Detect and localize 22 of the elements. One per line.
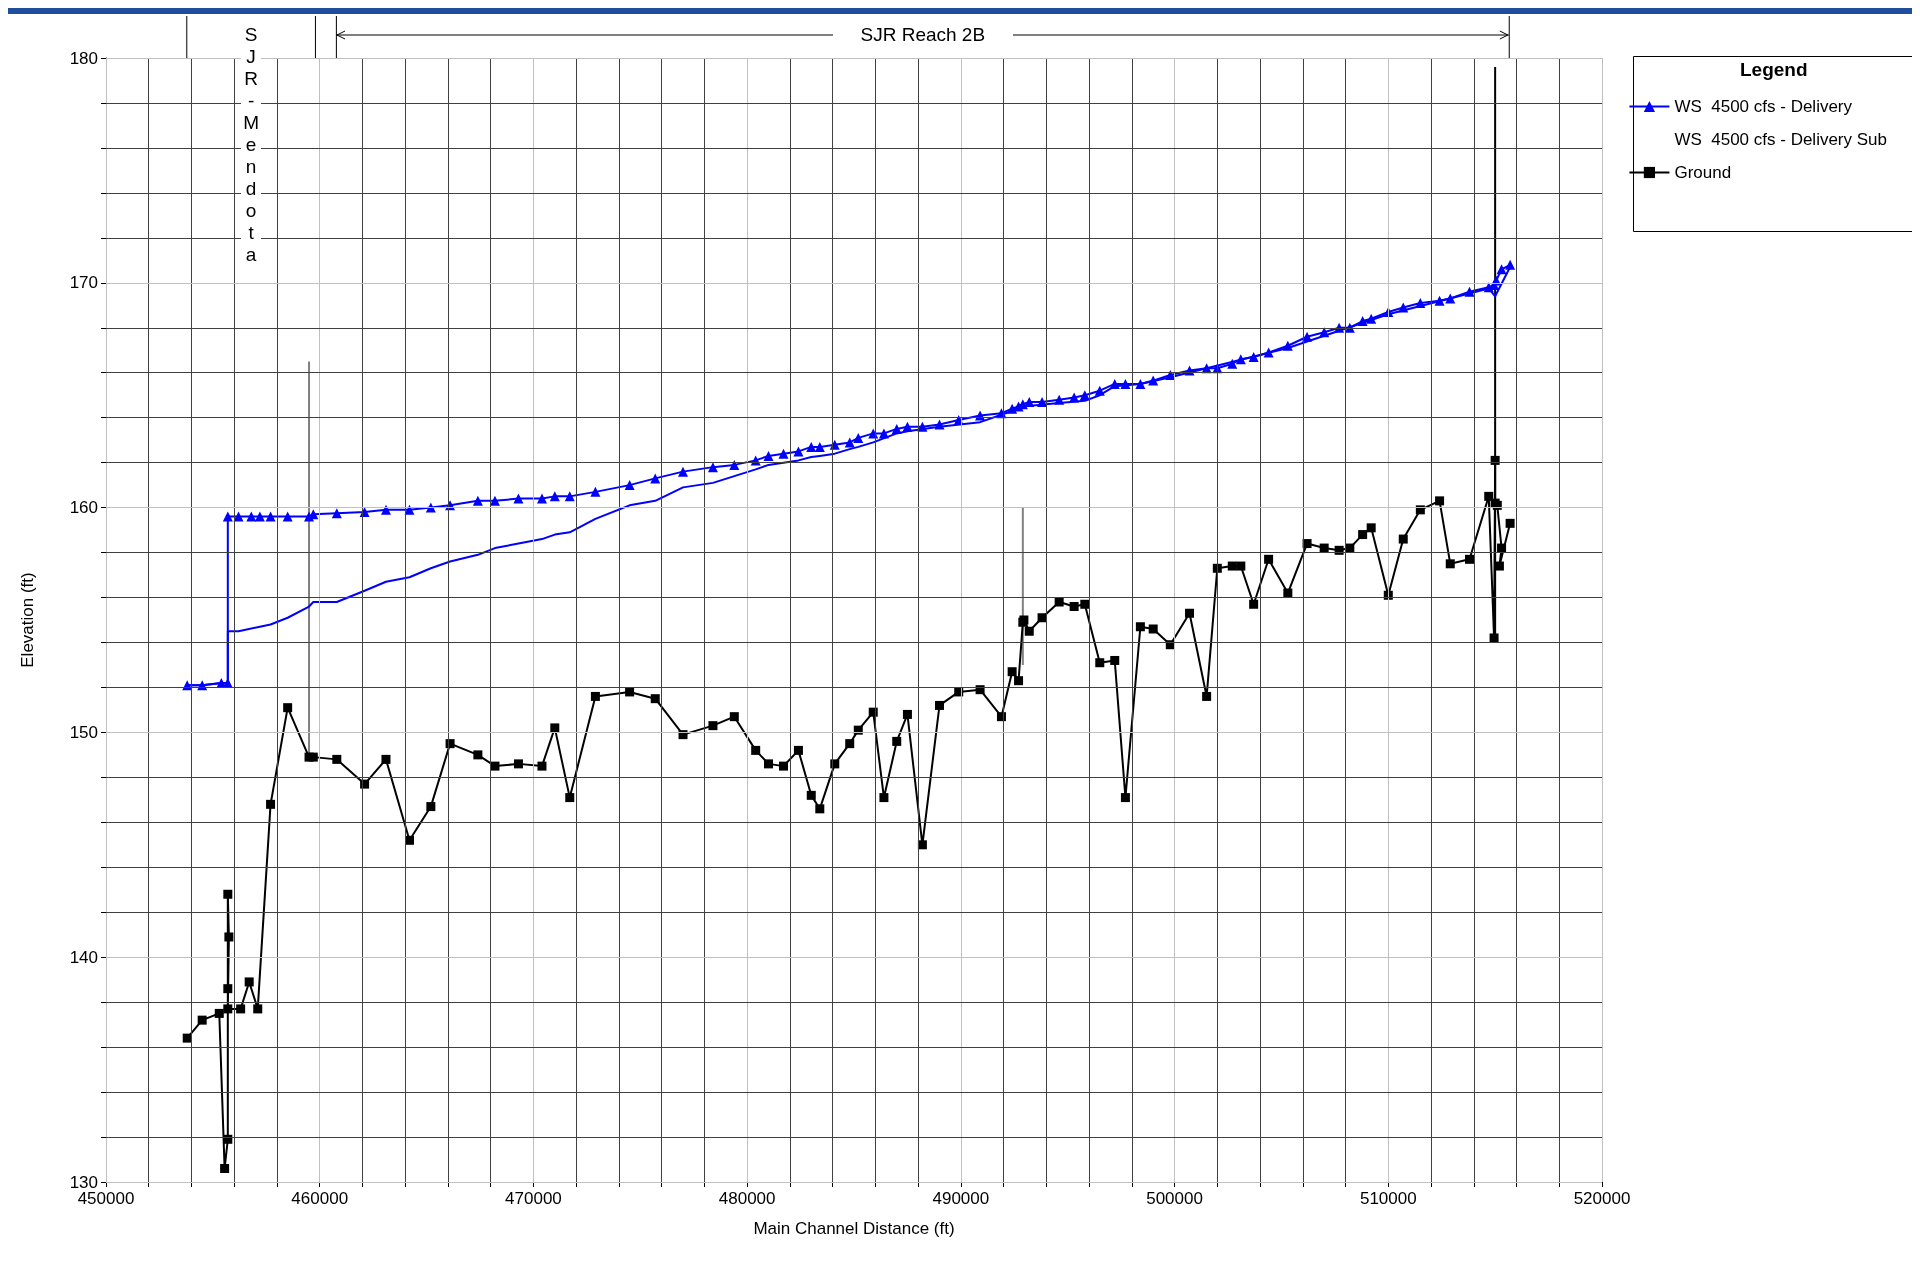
x-tick-label: 470000 bbox=[505, 1189, 562, 1208]
legend-title: Legend bbox=[1740, 59, 1808, 80]
text: SJR Reach 2B bbox=[832, 23, 1013, 47]
y-tick-label: 140 bbox=[69, 947, 98, 967]
x-tick-label: 480000 bbox=[718, 1189, 776, 1208]
y-tick-label: 160 bbox=[69, 498, 98, 518]
x-tick-label: 490000 bbox=[932, 1189, 990, 1208]
x-tick-label: 520000 bbox=[1573, 1189, 1631, 1208]
x-tick-label: 450000 bbox=[77, 1189, 135, 1208]
y-tick-label: 170 bbox=[69, 273, 98, 293]
text: SJR-Mendota bbox=[243, 24, 260, 265]
y-tick-label: 180 bbox=[69, 48, 98, 68]
legend-label: WS 4500 cfs - Delivery bbox=[1674, 97, 1853, 116]
x-tick-label: 500000 bbox=[1146, 1189, 1203, 1208]
y-axis-title: Elevation (ft) bbox=[18, 572, 37, 668]
legend-label: Ground bbox=[1674, 163, 1732, 182]
y-tick-label: 150 bbox=[69, 722, 98, 742]
x-tick-label: 510000 bbox=[1359, 1189, 1417, 1208]
x-tick-label: 460000 bbox=[291, 1189, 349, 1208]
x-axis-title: Main Channel Distance (ft) bbox=[753, 1219, 955, 1238]
text: WS 4500 cfs - Delivery Sub bbox=[1674, 130, 1887, 149]
y-tick-label: 130 bbox=[69, 1172, 98, 1192]
